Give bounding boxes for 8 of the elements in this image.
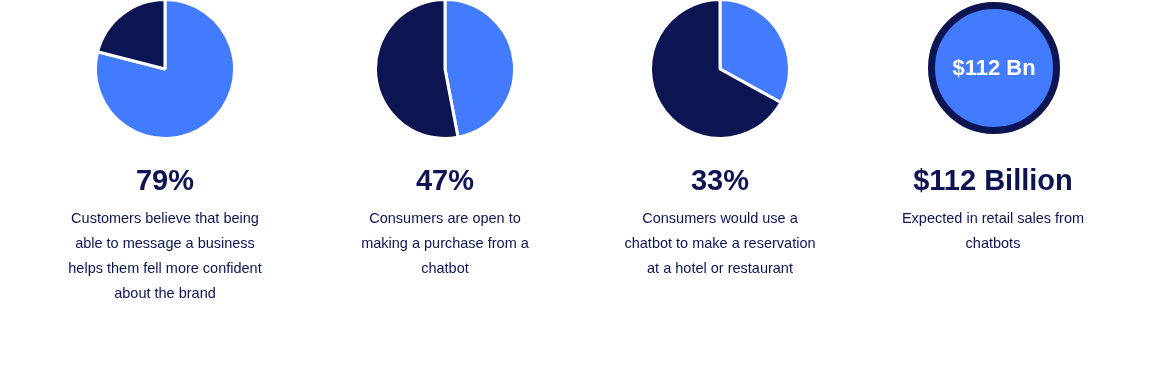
text: Expected in retail sales from chatbots: [900, 209, 1086, 253]
text: $112 Billion: [912, 164, 1074, 197]
text: Consumers would use a chatbot to make a reservation at a hotel or restaurant: [623, 209, 817, 278]
text: Customers believe that being able to message a business helps them fell more confident about the brand: [67, 209, 263, 303]
text: 47%: [414, 164, 475, 197]
text: 79%: [134, 164, 195, 197]
text: 33%: [689, 164, 750, 197]
text: Consumers are open to making a purchase from a chatbot: [360, 209, 530, 278]
